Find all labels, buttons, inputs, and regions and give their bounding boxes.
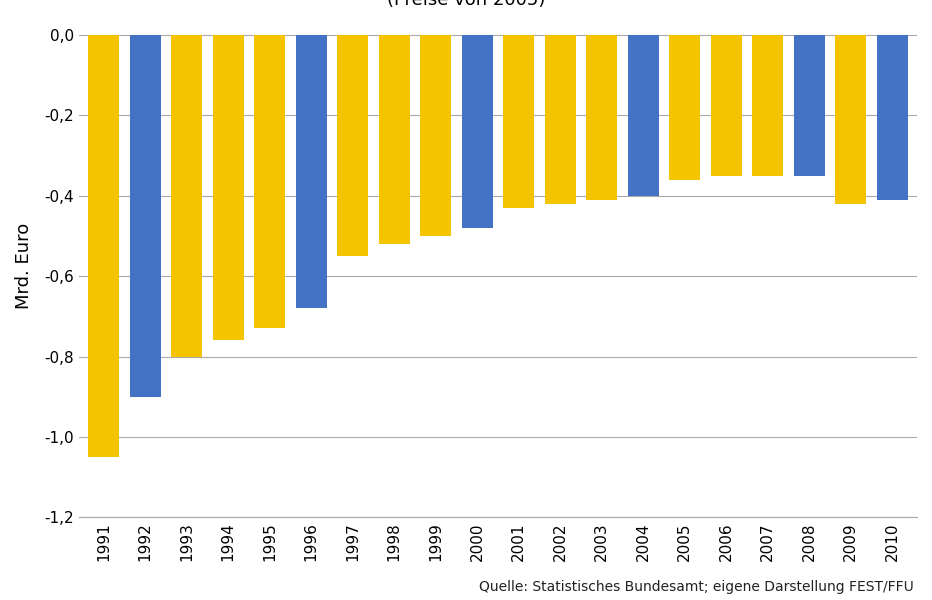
Bar <box>130 35 160 397</box>
Bar <box>544 35 576 204</box>
Bar <box>378 35 410 244</box>
Bar <box>337 35 368 256</box>
Bar <box>254 35 285 328</box>
Bar <box>212 35 243 340</box>
Bar <box>586 35 617 200</box>
Y-axis label: Mrd. Euro: Mrd. Euro <box>15 223 33 309</box>
Bar <box>710 35 742 176</box>
Bar <box>669 35 700 180</box>
Bar <box>835 35 866 204</box>
Bar <box>793 35 825 176</box>
Bar <box>171 35 202 356</box>
Bar <box>461 35 493 228</box>
Text: Quelle: Statistisches Bundesamt; eigene Darstellung FEST/FFU: Quelle: Statistisches Bundesamt; eigene … <box>479 580 913 594</box>
Text: (Preise von 2005): (Preise von 2005) <box>387 0 545 9</box>
Bar <box>503 35 534 208</box>
Bar <box>876 35 908 200</box>
Bar <box>88 35 119 457</box>
Bar <box>295 35 327 308</box>
Bar <box>752 35 783 176</box>
Bar <box>627 35 659 196</box>
Bar <box>420 35 451 236</box>
